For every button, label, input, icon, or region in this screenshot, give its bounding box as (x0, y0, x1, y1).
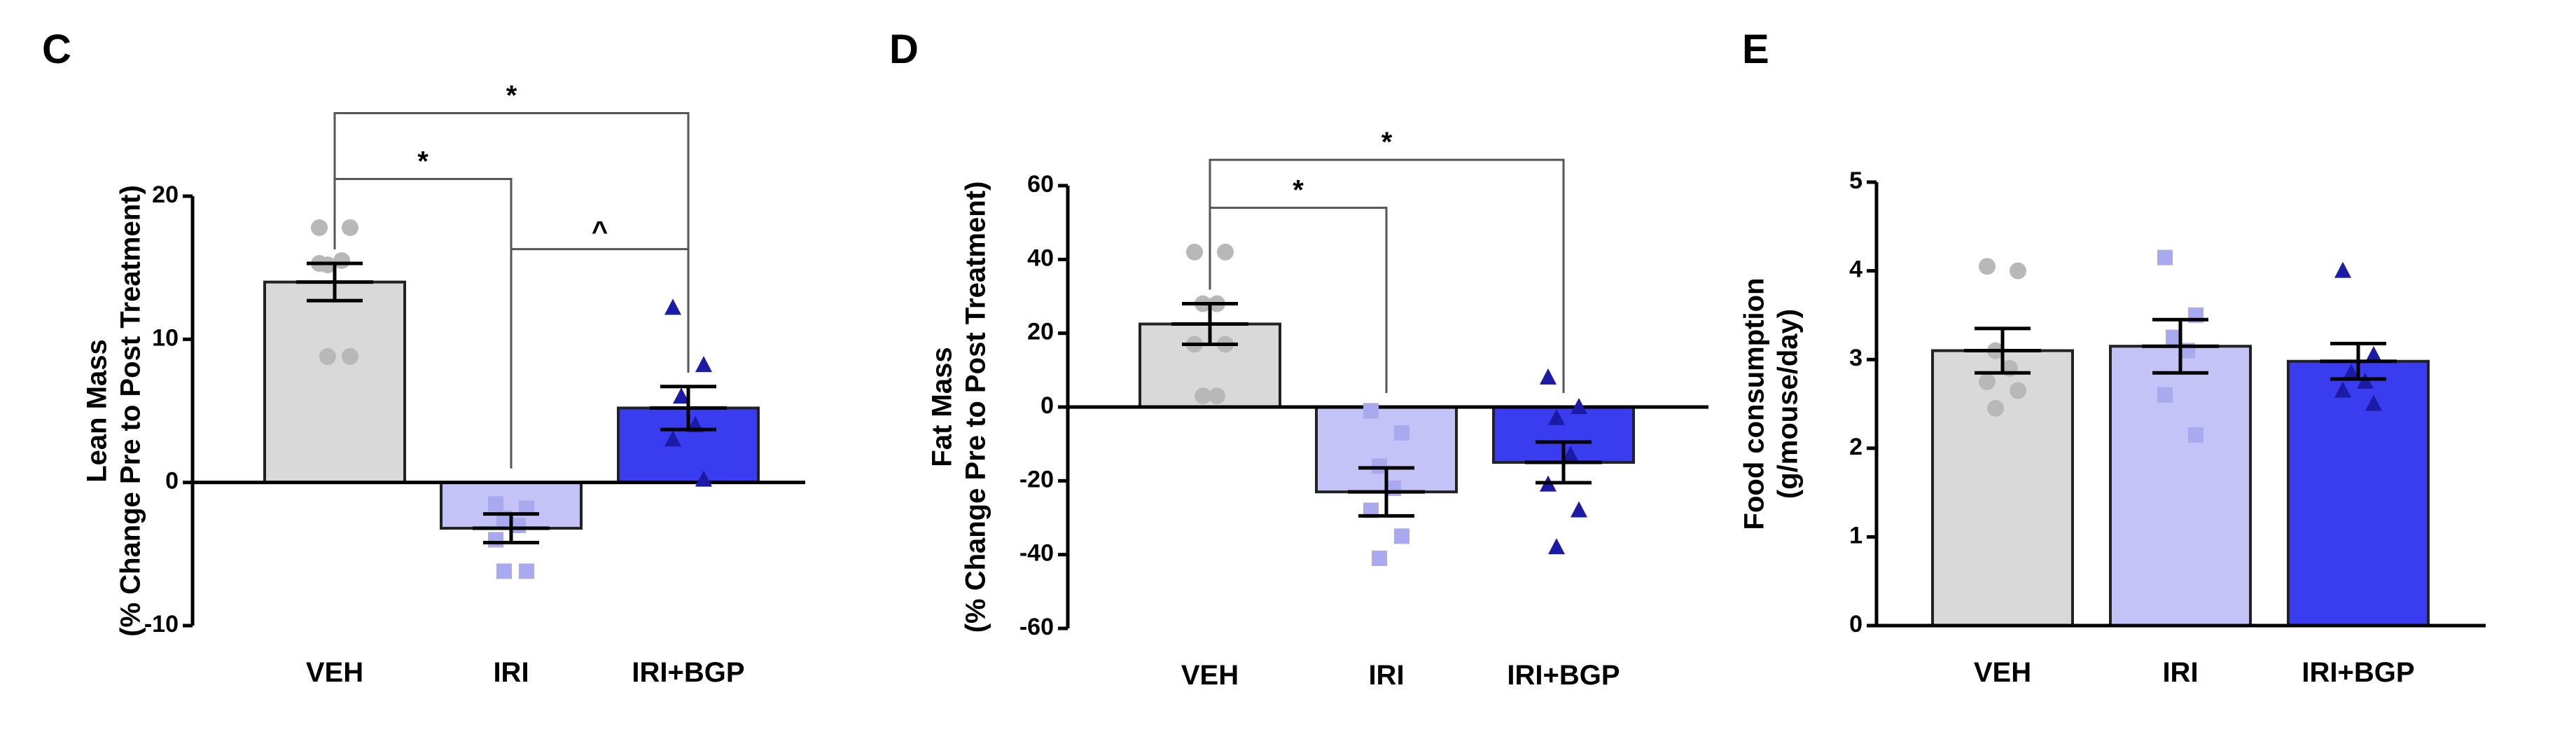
fat-mass-chart: D Fat Mass (% Change Pre to Post Treatment… (889, 27, 1708, 691)
data-point (1979, 373, 1996, 390)
bar-veh (1931, 349, 2074, 627)
y-axis-title-line: (% Change Pre to Post Treatment) (961, 181, 991, 633)
data-point (664, 298, 681, 315)
bar-veh (263, 280, 406, 484)
data-point (1571, 398, 1587, 414)
y-axis-title-line: Food consumption (1739, 278, 1770, 530)
data-point (519, 500, 534, 516)
data-point (311, 219, 328, 236)
x-category-label: IRI (2162, 657, 2198, 688)
x-category-label: VEH (1181, 660, 1239, 691)
y-tick-label: 0 (1849, 611, 1863, 638)
bar-iri (2109, 345, 2252, 627)
data-point (2157, 387, 2173, 403)
y-axis-title-line: (% Change Pre to Post Treatment) (116, 185, 146, 637)
data-point (695, 356, 712, 373)
y-tick-label: 20 (1027, 319, 1054, 345)
y-tick-label: -20 (1019, 466, 1054, 492)
data-point (342, 347, 358, 365)
data-point (2334, 381, 2351, 398)
data-point (1540, 368, 1557, 385)
panel-letter: D (889, 27, 919, 72)
bar-iri-bgp (2287, 359, 2430, 627)
data-point (1571, 501, 1587, 518)
data-point (2188, 427, 2203, 443)
significance-bracket (1209, 158, 1565, 393)
data-point (673, 387, 690, 404)
data-point (1195, 387, 1211, 405)
y-tick-label: 0 (165, 468, 179, 495)
data-point (319, 347, 336, 365)
significance-bracket (333, 111, 690, 373)
y-axis-title-line: Lean Mass (82, 339, 113, 483)
data-point (519, 563, 534, 579)
significance-marker: * (417, 146, 429, 177)
food-consumption-chart: E Food consumption (g/mouse/day) 0 1 2 3 4 5 VEH I… (1739, 27, 2486, 688)
data-point (1372, 550, 1387, 566)
data-point (496, 563, 512, 579)
data-point (2343, 364, 2360, 380)
y-tick-label: 5 (1849, 167, 1863, 194)
y-tick-label: 10 (152, 324, 179, 351)
significance-marker: * (1381, 127, 1393, 158)
y-axis-title: Lean Mass (% Change Pre to Post Treatment… (82, 185, 146, 637)
x-category-label: IRI (1368, 660, 1404, 691)
y-tick-label: 1 (1849, 522, 1863, 549)
data-point (1548, 538, 1565, 555)
x-category-label: VEH (306, 657, 363, 688)
data-point (2365, 345, 2382, 362)
significance-marker: * (1293, 175, 1304, 206)
x-category-label: IRI (493, 657, 529, 688)
data-point (2010, 262, 2026, 280)
data-point (2010, 382, 2026, 399)
lean-mass-chart: C Lean Mass (% Change Pre to Post Treatmen… (42, 27, 805, 688)
data-point (1548, 408, 1565, 425)
data-point (342, 219, 358, 236)
y-tick-label: 40 (1027, 244, 1054, 271)
panel-c: C Lean Mass (% Change Pre to Post Treatmen… (0, 0, 868, 744)
x-category-label: IRI+BGP (632, 657, 744, 688)
panel-d: D Fat Mass (% Change Pre to Post Treatment… (868, 0, 1736, 744)
data-point (664, 430, 681, 447)
x-category-label: IRI+BGP (2302, 657, 2414, 688)
data-point (1209, 387, 1225, 405)
data-point (695, 470, 712, 487)
y-axis-title: Food consumption (g/mouse/day) (1739, 278, 1804, 530)
y-tick-label: -40 (1019, 540, 1054, 567)
data-point (1217, 243, 1234, 261)
panel-letter: E (1742, 27, 1769, 72)
significance-bracket (510, 248, 690, 469)
y-tick-label: 60 (1027, 171, 1054, 198)
data-point (1987, 399, 2004, 417)
data-point (1979, 258, 1996, 275)
data-point (2334, 261, 2351, 278)
data-point (1372, 458, 1387, 474)
x-category-label: VEH (1974, 657, 2031, 688)
y-tick-label: 0 (1040, 392, 1054, 419)
data-point (1186, 243, 1203, 261)
panel-e: E Food consumption (g/mouse/day) 0 1 2 3 4 5 VEH I… (1736, 0, 2576, 744)
y-axis-title: Fat Mass (% Change Pre to Post Treatment) (927, 181, 991, 633)
data-point (1363, 403, 1379, 419)
y-tick-label: -10 (144, 611, 179, 638)
y-tick-label: 4 (1849, 256, 1863, 283)
data-point (2166, 329, 2181, 345)
y-tick-label: 3 (1849, 345, 1863, 371)
data-point (2157, 249, 2173, 266)
data-point (488, 532, 503, 548)
data-point (488, 496, 503, 512)
panel-letter: C (42, 27, 71, 72)
y-tick-label: 2 (1849, 434, 1863, 460)
significance-marker: ^ (592, 216, 608, 247)
x-category-label: IRI+BGP (1507, 660, 1620, 691)
data-point (2365, 394, 2382, 411)
y-axis-title-line: Fat Mass (927, 347, 958, 467)
data-point (1562, 446, 1579, 462)
data-point (1394, 528, 1409, 544)
data-point (1394, 425, 1409, 441)
y-tick-label: 20 (152, 181, 179, 208)
y-axis-title-line: (g/mouse/day) (1773, 309, 1804, 499)
significance-marker: * (506, 80, 517, 111)
y-tick-label: -60 (1019, 614, 1054, 640)
